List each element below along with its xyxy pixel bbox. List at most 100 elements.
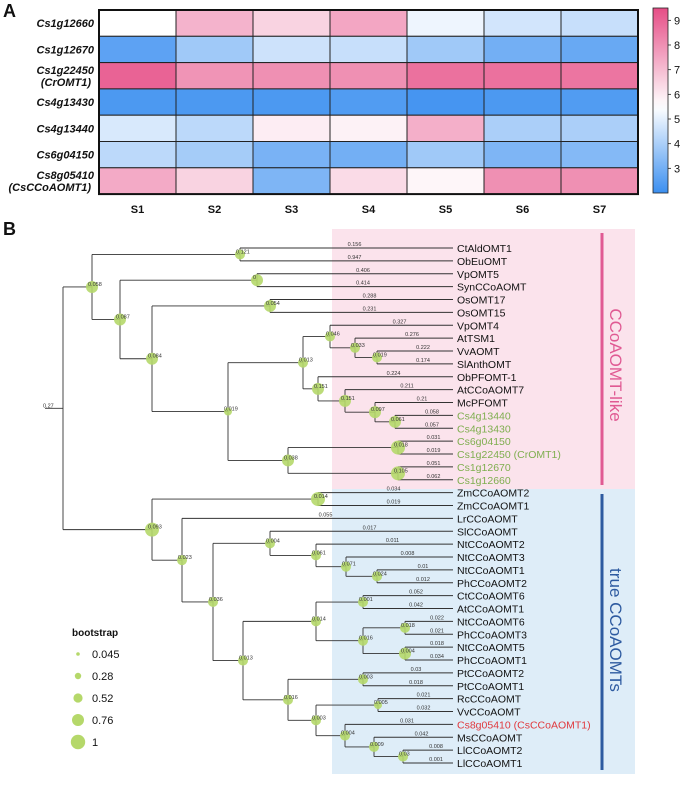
panel-b-label: B bbox=[3, 219, 16, 239]
leaf-label: SynCCoAOMT bbox=[457, 282, 527, 294]
leaf-label: CtCCoAOMT6 bbox=[457, 591, 525, 603]
heatmap-cell bbox=[483, 114, 562, 142]
leaf-label: PhCCoAOMT1 bbox=[457, 655, 527, 667]
node-value-label: 0.054 bbox=[266, 301, 280, 307]
node-value-label: 0.046 bbox=[326, 332, 340, 338]
colorbar-tick-label: 3 bbox=[674, 163, 680, 175]
leaf-label: NtCCoAOMT6 bbox=[457, 616, 525, 628]
branch-length-label: 0.03 bbox=[411, 667, 422, 673]
heatmap-cell bbox=[483, 88, 562, 116]
heatmap-row-label: Cs1g12660 bbox=[37, 18, 95, 30]
leaf-label: Cs6g04150 bbox=[457, 436, 511, 448]
colorbar-tick-label: 4 bbox=[674, 139, 680, 151]
heatmap-cell bbox=[329, 114, 408, 142]
heatmap-cell bbox=[560, 88, 639, 116]
heatmap-cell bbox=[560, 62, 639, 90]
bootstrap-node bbox=[282, 454, 294, 467]
branch-length-label: 0.021 bbox=[430, 628, 444, 634]
branch-length-label: 0.017 bbox=[363, 525, 377, 531]
branch-length-label: 0.21 bbox=[417, 397, 428, 403]
leaf-label: PhCCoAOMT3 bbox=[457, 629, 527, 641]
bootstrap-node bbox=[264, 299, 276, 312]
bootstrap-node bbox=[177, 555, 187, 566]
bootstrap-node bbox=[400, 622, 410, 633]
legend-swatch bbox=[70, 734, 86, 750]
bootstrap-node bbox=[298, 357, 308, 368]
heatmap-cell bbox=[98, 141, 177, 169]
leaf-label: LrCCoAOMT bbox=[457, 513, 518, 525]
heatmap-column-label: S1 bbox=[131, 204, 144, 216]
leaf-label: ObEuOMT bbox=[457, 256, 508, 268]
legend-box bbox=[64, 623, 136, 755]
heatmap-cell bbox=[406, 167, 485, 195]
leaf-label: ObPFOMT-1 bbox=[457, 372, 517, 384]
bootstrap-node bbox=[146, 352, 158, 365]
tree-leaf-labels: 0.156 CtAldOMT1 0.947 ObEuOMT 0.406 VpOMT5 0.4… bbox=[319, 242, 591, 770]
legend-items: 0.045 0.28 0.52 0.76 1 bbox=[70, 649, 120, 750]
heatmap-column-label: S2 bbox=[208, 204, 221, 216]
leaf-label: LlCCoAOMT1 bbox=[457, 758, 523, 770]
heatmap-cell bbox=[98, 88, 177, 116]
bootstrap-node bbox=[235, 249, 245, 260]
legend-value: 1 bbox=[92, 737, 98, 749]
node-value-label: 0.105 bbox=[394, 468, 408, 474]
bootstrap-node bbox=[399, 647, 411, 660]
leaf-label: LlCCoAOMT2 bbox=[457, 745, 523, 757]
branch-length-label: 0.034 bbox=[387, 487, 401, 493]
colorbar-bar bbox=[652, 7, 669, 194]
leaf-label: PtCCoAOMT1 bbox=[457, 681, 524, 693]
leaf-label: AtTSM1 bbox=[457, 333, 495, 345]
node-value-label: 0.018 bbox=[401, 623, 415, 629]
branch-length-label: 0.011 bbox=[386, 538, 399, 544]
leaf-label: PtCCoAOMT2 bbox=[457, 668, 524, 680]
node-value-label: 0.061 bbox=[391, 417, 405, 423]
heatmap-cell bbox=[483, 62, 562, 90]
heatmap-cell bbox=[252, 88, 331, 116]
legend-value: 0.76 bbox=[92, 715, 113, 727]
bootstrap-node bbox=[358, 597, 368, 608]
bootstrap-node bbox=[311, 550, 321, 561]
branch-length-label: 0.406 bbox=[356, 268, 370, 274]
heatmap-row-label: Cs1g22450 bbox=[37, 65, 95, 77]
heatmap-cell bbox=[98, 62, 177, 90]
colorbar-tick-label: 9 bbox=[674, 15, 680, 27]
heatmap-cell bbox=[98, 114, 177, 142]
branch-length-label: 0.012 bbox=[416, 577, 430, 583]
tree-bootstrap-nodes: 0.27 0.058 0.121 0.087 0 0.084 0.054 0.019 0.013… bbox=[43, 249, 415, 762]
leaf-label: MsCCoAOMT bbox=[457, 732, 523, 744]
colorbar-tick-label: 8 bbox=[674, 40, 680, 52]
node-value-label: 0.084 bbox=[148, 354, 162, 360]
legend-title: bootstrap bbox=[72, 628, 118, 639]
heatmap-row-label: Cs8g05410 bbox=[37, 170, 95, 182]
heatmap-cell bbox=[560, 35, 639, 64]
heatmap-row-label: Cs6g04150 bbox=[37, 150, 95, 162]
heatmap-row-label: Cs4g13440 bbox=[37, 123, 95, 135]
bootstrap-node bbox=[312, 382, 324, 395]
branch-length-label: 0.019 bbox=[427, 448, 441, 454]
leaf-label: McPFOMT bbox=[457, 398, 508, 410]
node-value-label: 0.038 bbox=[284, 455, 298, 461]
heatmap-cell bbox=[483, 35, 562, 64]
leaf-label: VpOMT5 bbox=[457, 269, 499, 281]
colorbar-tick-label: 5 bbox=[674, 114, 680, 126]
colorbar-tick-label: 6 bbox=[674, 89, 680, 101]
bootstrap-node bbox=[265, 538, 275, 549]
leaf-label: Cs8g05410 (CsCCoAOMT1) bbox=[457, 719, 591, 731]
node-value-label: 0.061 bbox=[312, 550, 326, 556]
heatmap-cell bbox=[252, 114, 331, 142]
bootstrap-node bbox=[208, 596, 218, 607]
node-value-label: 0.151 bbox=[341, 396, 355, 402]
bootstrap-legend: bootstrap 0.045 0.28 0.52 0.76 1 bbox=[64, 623, 136, 755]
node-value-label: 0.004 bbox=[266, 538, 280, 544]
heatmap-row-label: (CrOMT1) bbox=[41, 77, 91, 89]
heatmap-row-label: (CsCCoAOMT1) bbox=[9, 182, 92, 194]
node-value-label: 0.016 bbox=[284, 695, 298, 701]
branch-length-label: 0.224 bbox=[387, 371, 401, 377]
leaf-label: AtCCoAOMT1 bbox=[457, 604, 524, 616]
bootstrap-node bbox=[389, 415, 401, 428]
node-value-label: 0.03 bbox=[399, 752, 410, 758]
branch-length-label: 0.211 bbox=[400, 384, 413, 390]
node-value-label: 0.004 bbox=[401, 649, 415, 655]
heatmap-column-label: S4 bbox=[362, 204, 376, 216]
bootstrap-node bbox=[372, 571, 382, 582]
